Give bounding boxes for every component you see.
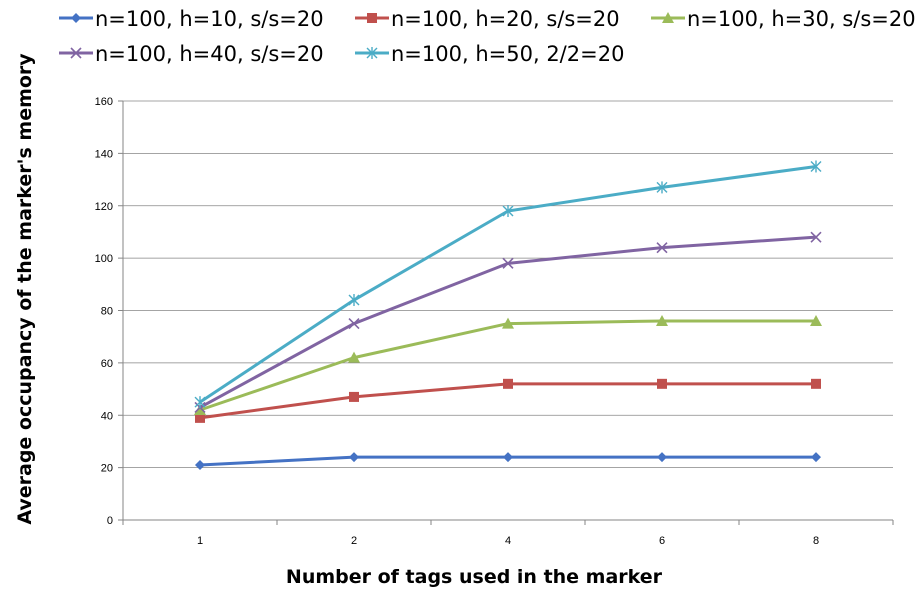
- y-tick-label: 160: [95, 96, 113, 108]
- point-marker: [70, 47, 82, 59]
- series: [194, 160, 822, 471]
- point-marker: [502, 257, 514, 269]
- point-marker: [194, 396, 206, 409]
- y-tick-label: 80: [101, 306, 113, 318]
- series-line: [199, 382, 816, 420]
- legend-label: n=100, h=50, 2/2=20: [391, 42, 624, 66]
- x-tick-label: 6: [659, 535, 665, 547]
- y-tick-label: 120: [95, 201, 113, 213]
- point-marker: [195, 412, 205, 423]
- x-tick-label: 1: [197, 535, 203, 547]
- series-line: [199, 319, 816, 412]
- x-tick-label: 8: [813, 535, 819, 547]
- point-marker: [348, 351, 360, 363]
- legend-label: n=100, h=10, s/s=20: [95, 7, 324, 31]
- y-axis-title: Average occupancy of the marker's memory: [14, 53, 36, 525]
- point-marker: [348, 318, 360, 330]
- legend: n=100, h=10, s/s=20 n=100, h=20, s/s=20 n=…: [59, 7, 916, 66]
- series-2: [195, 378, 821, 423]
- legend-item: n=100, h=30, s/s=20: [651, 7, 916, 31]
- point-marker: [367, 13, 377, 23]
- y-tick-label: 140: [95, 148, 113, 160]
- axes: [118, 100, 894, 525]
- legend-item: n=100, h=50, 2/2=20: [355, 42, 624, 66]
- point-marker: [656, 181, 668, 194]
- point-marker: [810, 314, 822, 326]
- point-marker: [502, 204, 514, 217]
- point-marker: [71, 13, 81, 23]
- point-marker: [811, 378, 821, 389]
- y-tick-label: 20: [101, 463, 113, 475]
- x-tick-label: 2: [351, 535, 357, 547]
- series-1: [195, 452, 821, 471]
- x-tick-label: 4: [505, 535, 511, 547]
- y-tick-label: 0: [107, 515, 113, 527]
- legend-label: n=100, h=20, s/s=20: [391, 7, 620, 31]
- point-marker: [348, 294, 360, 307]
- point-marker: [503, 378, 513, 389]
- point-marker: [662, 12, 674, 23]
- legend-label: n=100, h=40, s/s=20: [95, 42, 324, 66]
- point-marker: [349, 452, 359, 463]
- y-tick-label: 40: [101, 410, 113, 422]
- legend-item: n=100, h=20, s/s=20: [355, 7, 620, 31]
- point-marker: [656, 314, 668, 326]
- legend-item: n=100, h=10, s/s=20: [59, 7, 324, 31]
- point-marker: [194, 404, 206, 416]
- series-5: [194, 160, 822, 409]
- y-tick-label: 60: [101, 358, 113, 370]
- point-marker: [503, 452, 513, 463]
- series-line: [199, 164, 817, 404]
- x-tick-labels: 1 2 4 6 8: [197, 535, 819, 547]
- legend-label: n=100, h=30, s/s=20: [687, 7, 916, 31]
- y-tick-labels: 0 20 40 60 80 100 120 140 160: [95, 96, 113, 527]
- point-marker: [657, 378, 667, 389]
- y-tick-label: 100: [95, 253, 113, 265]
- point-marker: [810, 160, 822, 173]
- series-3: [194, 314, 822, 416]
- point-marker: [657, 452, 667, 463]
- point-marker: [366, 47, 378, 59]
- legend-item: n=100, h=40, s/s=20: [59, 42, 324, 66]
- point-marker: [810, 231, 822, 243]
- point-marker: [502, 317, 514, 329]
- x-axis-title: Number of tags used in the marker: [286, 566, 663, 588]
- point-marker: [349, 391, 359, 402]
- point-marker: [656, 242, 668, 254]
- point-marker: [195, 460, 205, 471]
- point-marker: [811, 452, 821, 463]
